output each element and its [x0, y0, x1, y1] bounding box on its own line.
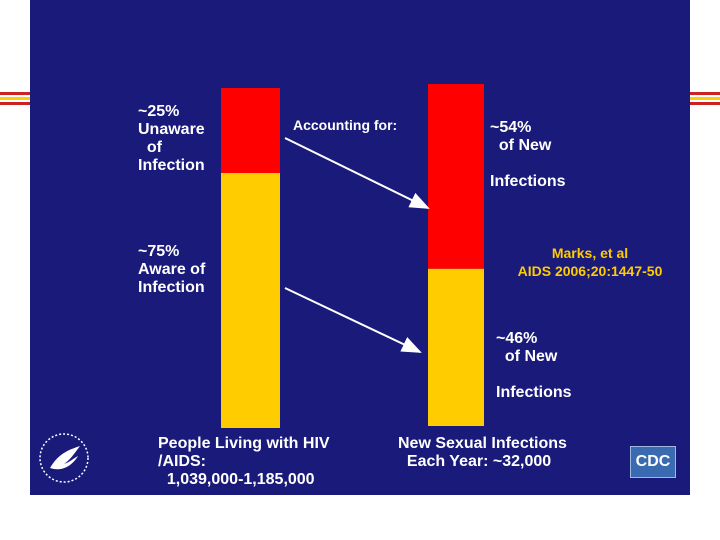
arrow-unaware — [284, 137, 430, 209]
stripe-left-yellow — [0, 97, 30, 100]
bar-1-aware-segment — [221, 173, 280, 428]
hhs-eagle-icon — [39, 433, 89, 483]
bar2-aware-label: ~46% of New Infections — [496, 330, 572, 401]
bar-1-unaware-segment — [221, 88, 280, 173]
stripe-right-red-2 — [690, 102, 720, 105]
stripe-left-red-2 — [0, 102, 30, 105]
stripe-right-yellow — [690, 97, 720, 100]
bar1-unaware-label: ~25% Unaware of Infection — [138, 103, 205, 174]
bar-2-aware-segment — [428, 268, 484, 426]
reference-citation: Marks, et al AIDS 2006;20:1447-50 — [517, 245, 663, 279]
slide-background — [30, 0, 690, 495]
stripe-right-red — [690, 92, 720, 95]
annotation-accounting-for: Accounting for: — [293, 117, 398, 133]
category-label-1: People Living with HIV /AIDS: 1,039,000-… — [158, 435, 330, 488]
stripe-left-red — [0, 92, 30, 95]
bar1-aware-label: ~75% Aware of Infection — [138, 243, 206, 296]
cdc-logo: CDC — [630, 446, 676, 478]
chart-title: Awareness of Serostatus Among People wit… — [120, 14, 600, 78]
bar-2-unaware-segment — [428, 84, 484, 269]
category-label-2: New Sexual Infections Each Year: ~32,000 — [398, 435, 567, 470]
arrow-aware — [284, 287, 422, 353]
bar2-unaware-label: ~54% of New Infections — [490, 119, 566, 190]
